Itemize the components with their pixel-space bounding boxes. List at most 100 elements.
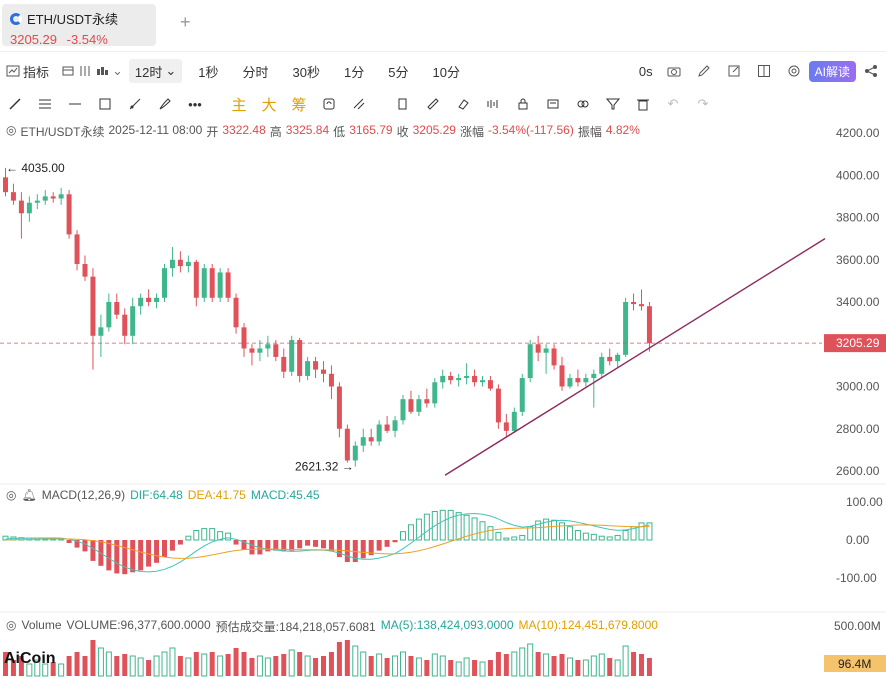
chips-button[interactable]: 筹 bbox=[291, 96, 307, 114]
candle-body bbox=[66, 194, 72, 235]
rectangle-tool-icon[interactable] bbox=[90, 97, 120, 111]
template-icon bbox=[62, 66, 74, 76]
eye-icon[interactable]: ◎ bbox=[6, 123, 17, 137]
macd-histogram-bar bbox=[590, 533, 597, 541]
layout-icons[interactable]: ⌄ bbox=[55, 59, 129, 83]
chart-canvas[interactable]: 4200.004000.003800.003600.003400.003200.… bbox=[0, 118, 886, 678]
macd-histogram-bar bbox=[177, 540, 183, 545]
edit-icon[interactable] bbox=[697, 64, 711, 78]
volume-bar bbox=[384, 658, 390, 676]
volume-bar bbox=[249, 658, 255, 676]
alert-icon[interactable]: 🔔︎ bbox=[21, 488, 37, 502]
macd-histogram-bar bbox=[392, 540, 398, 543]
close-value: 3205.29 bbox=[412, 123, 456, 137]
indicators-label: 指标 bbox=[23, 64, 50, 80]
macd-histogram-bar bbox=[217, 531, 224, 541]
eye-icon[interactable]: ◎ bbox=[6, 618, 17, 632]
macd-histogram-bar bbox=[400, 531, 406, 541]
chevron-down-icon: ⌄ bbox=[165, 63, 177, 78]
volume-bar bbox=[264, 657, 271, 677]
more-tools-icon[interactable]: ••• bbox=[188, 96, 202, 112]
volume-bar bbox=[241, 652, 247, 676]
interval-1s[interactable]: 1秒 bbox=[198, 64, 219, 80]
volume-bar bbox=[18, 656, 24, 676]
high-price-label: ← 4035.00 bbox=[6, 161, 65, 175]
lock-icon[interactable] bbox=[508, 97, 538, 111]
layout-icon[interactable] bbox=[757, 64, 771, 78]
macd-tick-label: 0.00 bbox=[846, 533, 870, 547]
interval-1m[interactable]: 1分 bbox=[344, 64, 365, 80]
indicators-button[interactable]: 指标 bbox=[0, 59, 55, 83]
candle-body bbox=[177, 259, 183, 267]
settings-icon[interactable] bbox=[787, 64, 801, 78]
volume-bar bbox=[535, 652, 541, 676]
add-tab-icon[interactable]: + bbox=[180, 12, 191, 32]
symbol-tab[interactable]: ETH/USDT永续 3205.29 -3.54% bbox=[2, 4, 156, 47]
ohlc-legend: ◎ ETH/USDT永续 2025-12-11 08:00 开 3322.48 高… bbox=[6, 123, 640, 140]
camera-icon[interactable] bbox=[667, 64, 681, 78]
brush-tool-icon[interactable] bbox=[150, 97, 180, 111]
ai-analysis-button[interactable]: AI解读 bbox=[808, 60, 856, 82]
label-tool-icon[interactable] bbox=[388, 97, 418, 111]
volume-bar bbox=[161, 651, 168, 677]
volume-bar bbox=[153, 655, 160, 677]
macd-histogram-bar bbox=[463, 514, 470, 541]
eye-icon[interactable]: ◎ bbox=[6, 488, 17, 502]
popout-icon[interactable] bbox=[727, 64, 741, 78]
filter-icon[interactable] bbox=[598, 97, 628, 111]
open-value: 3322.48 bbox=[222, 123, 266, 137]
candle-body bbox=[416, 399, 422, 412]
ruler-icon[interactable] bbox=[418, 97, 448, 111]
measure-icon[interactable] bbox=[344, 97, 374, 111]
symbol-price: 3205.29 bbox=[10, 32, 57, 47]
candle-type-icon bbox=[97, 67, 109, 75]
eraser-icon[interactable] bbox=[448, 97, 478, 111]
candle-body bbox=[185, 261, 191, 267]
interval-select[interactable]: 12时 ⌄ bbox=[128, 59, 183, 83]
volume-bar bbox=[233, 648, 239, 676]
macd-histogram-bar bbox=[313, 540, 319, 547]
share-icon[interactable] bbox=[864, 64, 878, 78]
macd-histogram-bar bbox=[146, 540, 152, 567]
trendline-tool-icon[interactable] bbox=[0, 97, 30, 111]
volume-bar bbox=[495, 652, 501, 676]
candle-body bbox=[122, 314, 128, 336]
macd-histogram-bar bbox=[249, 540, 255, 555]
macd-histogram-bar bbox=[257, 540, 263, 555]
big-order-button[interactable]: 大 bbox=[261, 96, 277, 114]
volume-bar bbox=[105, 651, 112, 677]
candle-body bbox=[106, 302, 112, 328]
candle-body bbox=[607, 356, 613, 362]
macd-histogram-bar bbox=[185, 535, 192, 541]
volume-bar bbox=[34, 659, 41, 677]
candle-body bbox=[623, 302, 629, 355]
candle-body bbox=[631, 302, 637, 305]
macd-histogram-bar bbox=[384, 540, 390, 547]
interval-10m[interactable]: 10分 bbox=[432, 64, 460, 80]
hlines-tool-icon[interactable] bbox=[30, 97, 60, 111]
main-force-button[interactable]: 主 bbox=[231, 96, 247, 114]
link-icon[interactable] bbox=[568, 97, 598, 111]
hline-tool-icon[interactable] bbox=[60, 97, 90, 111]
volume-bar bbox=[408, 656, 414, 676]
candle-body bbox=[225, 272, 231, 298]
ray-tool-icon[interactable] bbox=[120, 97, 150, 111]
candle-body bbox=[3, 177, 8, 193]
volume-bar bbox=[288, 649, 295, 677]
volume-bar bbox=[487, 660, 493, 676]
undo-icon[interactable]: ↶ bbox=[667, 96, 679, 111]
interval-5m[interactable]: 5分 bbox=[388, 64, 409, 80]
sync-icon[interactable] bbox=[314, 97, 344, 111]
volume-label: Volume bbox=[21, 618, 62, 632]
redo-icon[interactable]: ↷ bbox=[697, 96, 709, 111]
candle-body bbox=[599, 356, 605, 374]
candle-body bbox=[18, 200, 24, 214]
interval-timeshare[interactable]: 分时 bbox=[242, 64, 269, 80]
candle-body bbox=[273, 344, 279, 357]
trash-icon[interactable] bbox=[628, 97, 658, 111]
magnet-icon[interactable] bbox=[478, 97, 508, 111]
interval-30s[interactable]: 30秒 bbox=[292, 64, 321, 80]
volume-bar bbox=[463, 657, 470, 677]
volume-bar bbox=[455, 661, 462, 677]
visibility-icon[interactable] bbox=[538, 97, 568, 111]
